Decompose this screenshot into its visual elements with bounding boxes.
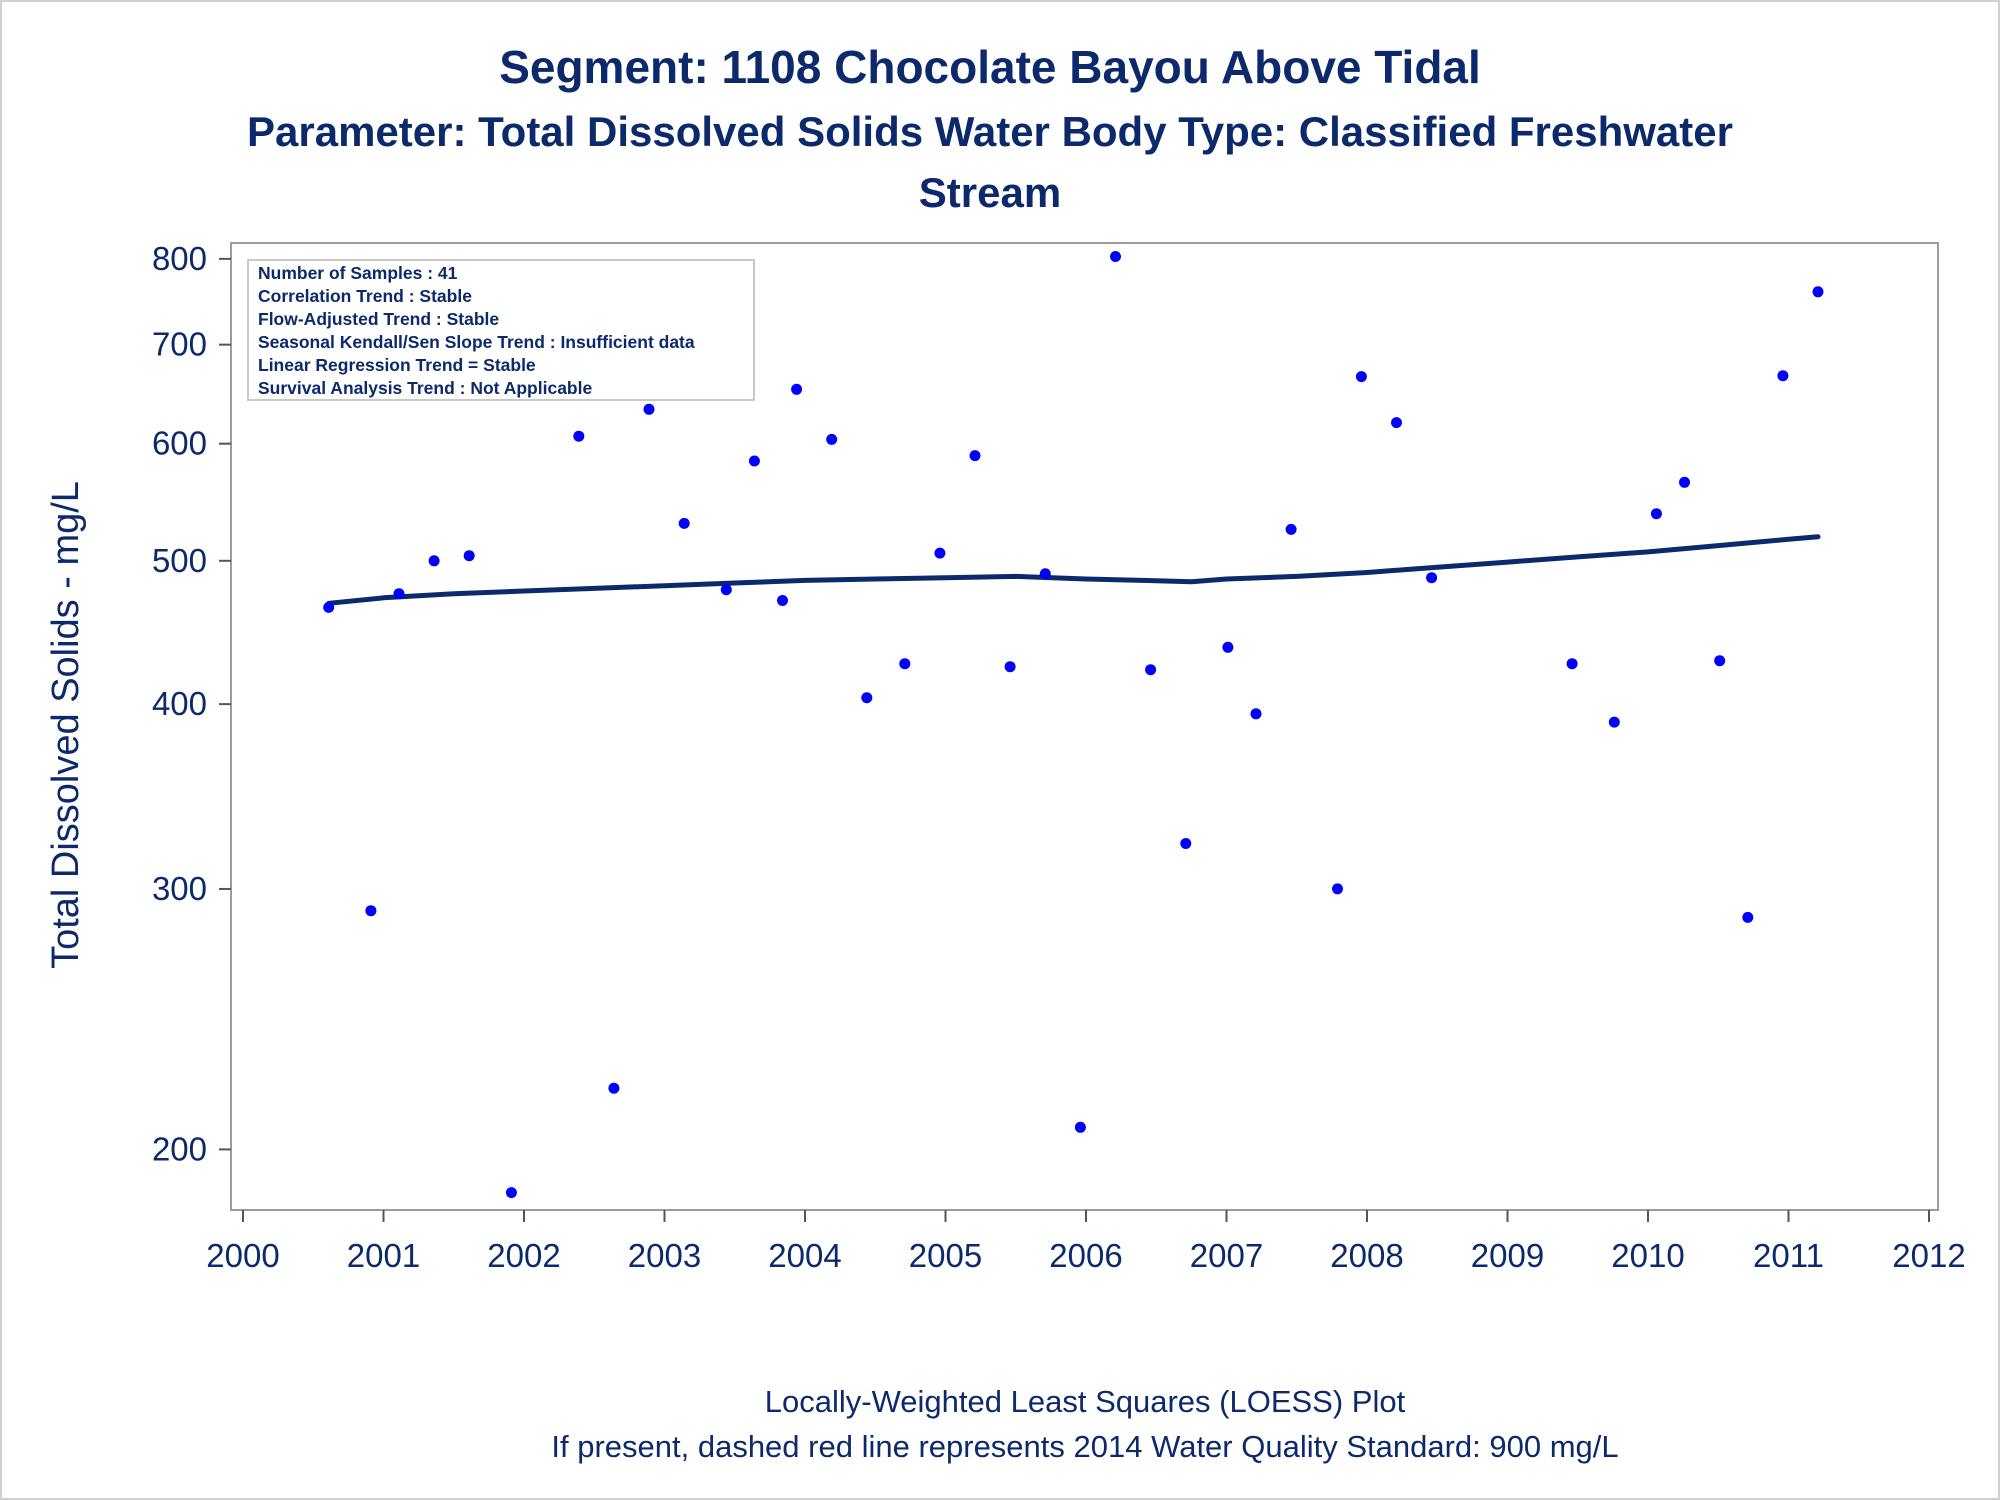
loess-line bbox=[326, 534, 1821, 606]
x-tick-label: 2001 bbox=[347, 1237, 420, 1274]
data-point bbox=[1332, 883, 1343, 895]
data-point bbox=[1566, 658, 1578, 670]
x-tick-label: 2003 bbox=[628, 1237, 701, 1274]
data-point bbox=[1145, 664, 1157, 676]
data-point bbox=[1812, 286, 1824, 298]
x-tick-label: 2005 bbox=[909, 1237, 982, 1274]
stats-box: Number of Samples : 41 Correlation Trend… bbox=[247, 259, 755, 401]
stats-line-correlation: Correlation Trend : Stable bbox=[258, 286, 472, 306]
data-point bbox=[1608, 716, 1620, 728]
data-point bbox=[934, 547, 946, 559]
footnote-loess: Locally-Weighted Least Squares (LOESS) P… bbox=[765, 1384, 1406, 1419]
data-point bbox=[678, 517, 690, 529]
data-point bbox=[428, 555, 440, 567]
stats-line-linear-regression: Linear Regression Trend = Stable bbox=[258, 355, 536, 375]
y-tick-label: 200 bbox=[152, 1130, 207, 1167]
data-point bbox=[1679, 476, 1690, 488]
data-point bbox=[365, 905, 377, 917]
y-axis: 200 300 400 500 600 700 800 bbox=[152, 240, 231, 1167]
data-point bbox=[1742, 911, 1754, 923]
stats-line-samples: Number of Samples : 41 bbox=[258, 263, 458, 283]
data-point bbox=[1222, 641, 1234, 653]
y-tick-label: 500 bbox=[152, 542, 207, 579]
data-point bbox=[748, 455, 760, 467]
y-tick-label: 800 bbox=[152, 240, 207, 277]
data-point bbox=[1285, 523, 1297, 535]
data-point bbox=[1777, 370, 1789, 382]
chart-subtitle-line-1: Parameter: Total Dissolved Solids Water … bbox=[247, 108, 1733, 155]
data-point bbox=[1004, 661, 1016, 673]
data-point bbox=[608, 1082, 620, 1094]
data-point bbox=[505, 1187, 517, 1199]
x-tick-label: 2002 bbox=[487, 1237, 560, 1274]
x-axis: 2000 2001 2002 2003 2004 2005 2006 2007 2008 2009… bbox=[206, 1210, 1966, 1274]
x-tick-label: 2011 bbox=[1753, 1237, 1824, 1274]
stats-box-border bbox=[247, 259, 755, 401]
y-tick-label: 300 bbox=[152, 870, 207, 907]
data-points bbox=[323, 251, 1824, 1199]
data-point bbox=[720, 584, 732, 596]
data-point bbox=[463, 550, 475, 562]
data-point bbox=[1714, 655, 1726, 667]
data-point bbox=[969, 450, 981, 462]
stats-line-seasonal-kendall: Seasonal Kendall/Sen Slope Trend : Insuf… bbox=[258, 332, 695, 352]
plot-area-frame bbox=[230, 242, 1939, 1211]
x-tick-label: 2004 bbox=[768, 1237, 841, 1274]
y-axis-label: Total Dissolved Solids - mg/L bbox=[45, 481, 87, 969]
footnote-standard: If present, dashed red line represents 2… bbox=[551, 1429, 1618, 1464]
data-point bbox=[899, 658, 911, 670]
data-point bbox=[393, 588, 405, 600]
data-point bbox=[1039, 568, 1051, 580]
data-point bbox=[791, 383, 803, 395]
x-tick-label: 2009 bbox=[1471, 1237, 1544, 1274]
data-point bbox=[1180, 838, 1192, 849]
data-point bbox=[1426, 572, 1438, 584]
x-tick-label: 2010 bbox=[1611, 1237, 1684, 1274]
data-point bbox=[1355, 371, 1367, 383]
data-point bbox=[1650, 508, 1662, 520]
y-tick-label: 700 bbox=[152, 326, 207, 363]
data-point bbox=[777, 595, 788, 606]
x-tick-label: 2007 bbox=[1190, 1237, 1263, 1274]
chart-subtitle-line-2: Stream bbox=[919, 169, 1061, 216]
y-tick-label: 400 bbox=[152, 685, 207, 722]
stats-line-survival-analysis: Survival Analysis Trend : Not Applicable bbox=[258, 378, 592, 398]
data-point bbox=[573, 430, 585, 442]
loess-trend bbox=[326, 534, 1821, 606]
data-point bbox=[1110, 251, 1121, 262]
x-tick-label: 2008 bbox=[1330, 1237, 1403, 1274]
x-tick-label: 2006 bbox=[1049, 1237, 1122, 1274]
data-point bbox=[1391, 417, 1402, 429]
data-point bbox=[643, 403, 655, 415]
x-tick-label: 2012 bbox=[1892, 1237, 1965, 1274]
data-point bbox=[323, 601, 335, 613]
data-point bbox=[861, 692, 873, 704]
data-point bbox=[826, 433, 838, 445]
stats-line-flow-adjusted: Flow-Adjusted Trend : Stable bbox=[258, 309, 499, 329]
data-point bbox=[1250, 708, 1262, 720]
y-tick-label: 600 bbox=[152, 425, 207, 462]
data-point bbox=[1074, 1121, 1086, 1133]
x-tick-label: 2000 bbox=[206, 1237, 279, 1274]
chart-title: Segment: 1108 Chocolate Bayou Above Tida… bbox=[499, 41, 1481, 93]
